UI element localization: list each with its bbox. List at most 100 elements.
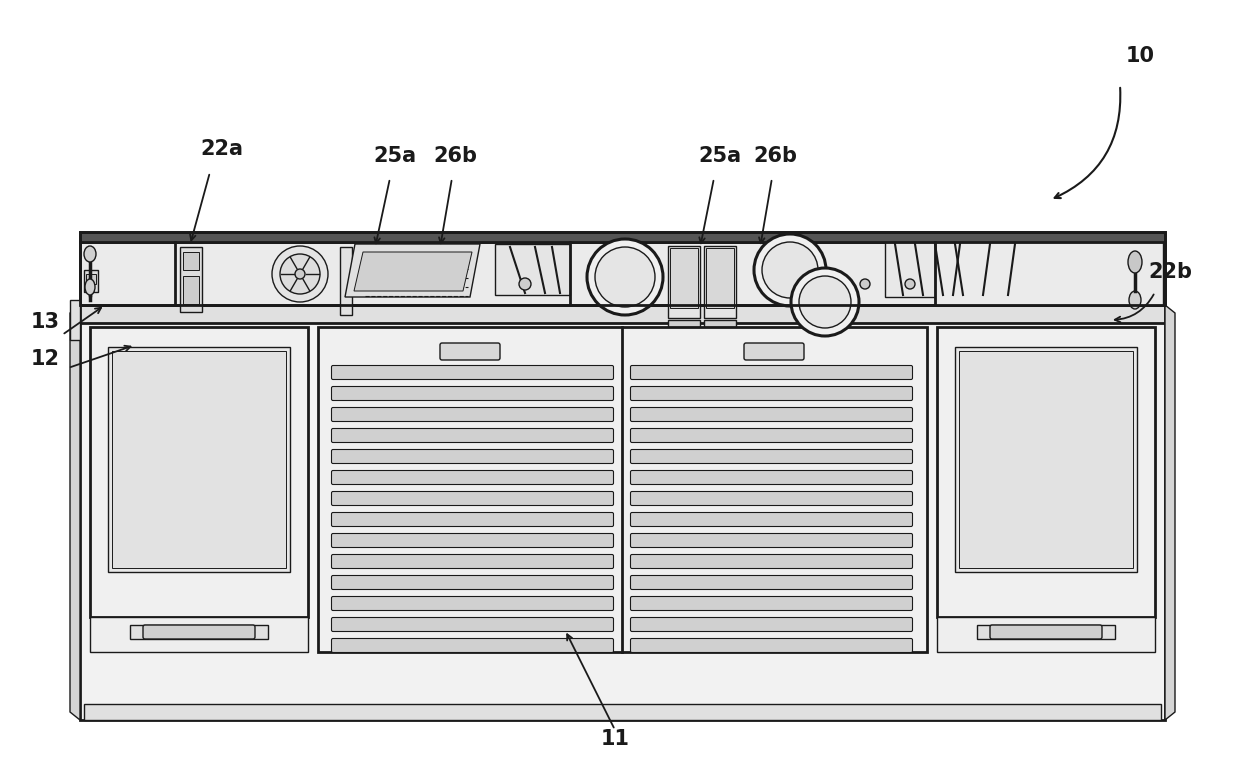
FancyBboxPatch shape xyxy=(630,512,913,526)
Text: 11: 11 xyxy=(600,729,630,749)
FancyBboxPatch shape xyxy=(331,449,614,463)
Bar xyxy=(184,276,198,304)
FancyBboxPatch shape xyxy=(331,428,614,442)
Bar xyxy=(86,274,95,284)
FancyBboxPatch shape xyxy=(331,512,614,526)
Bar xyxy=(84,270,98,292)
Bar xyxy=(955,347,1137,572)
Ellipse shape xyxy=(84,246,95,262)
Text: 25a: 25a xyxy=(373,146,417,166)
FancyBboxPatch shape xyxy=(630,555,913,569)
Bar xyxy=(184,252,198,270)
FancyBboxPatch shape xyxy=(630,470,913,484)
Bar xyxy=(653,339,668,347)
Text: 22a: 22a xyxy=(201,139,243,159)
Text: 25a: 25a xyxy=(698,146,742,166)
Text: 22b: 22b xyxy=(1148,262,1192,282)
Bar xyxy=(673,339,687,347)
FancyBboxPatch shape xyxy=(630,597,913,611)
Ellipse shape xyxy=(280,254,320,294)
Bar xyxy=(81,232,1166,305)
FancyBboxPatch shape xyxy=(630,387,913,400)
Bar xyxy=(706,248,734,308)
Ellipse shape xyxy=(763,242,818,298)
Bar xyxy=(959,351,1133,568)
Bar xyxy=(768,339,782,347)
Polygon shape xyxy=(1166,305,1176,720)
FancyBboxPatch shape xyxy=(630,407,913,421)
FancyBboxPatch shape xyxy=(630,576,913,590)
Bar xyxy=(704,320,737,332)
Bar xyxy=(668,320,701,332)
FancyBboxPatch shape xyxy=(630,618,913,632)
Ellipse shape xyxy=(861,279,870,289)
FancyBboxPatch shape xyxy=(630,491,913,505)
Ellipse shape xyxy=(1128,291,1141,309)
FancyBboxPatch shape xyxy=(331,470,614,484)
Ellipse shape xyxy=(272,246,329,302)
Ellipse shape xyxy=(520,278,531,290)
FancyBboxPatch shape xyxy=(331,407,614,421)
Bar xyxy=(937,617,1154,652)
Ellipse shape xyxy=(587,239,663,315)
Bar xyxy=(81,242,1166,305)
Bar xyxy=(81,305,1166,720)
Bar xyxy=(91,617,308,652)
Bar xyxy=(749,339,763,347)
FancyBboxPatch shape xyxy=(331,387,614,400)
Ellipse shape xyxy=(754,234,826,306)
Ellipse shape xyxy=(799,276,851,328)
Bar xyxy=(704,246,737,318)
Bar xyxy=(670,248,698,308)
Bar xyxy=(692,339,706,347)
Bar xyxy=(69,300,81,340)
Text: 26b: 26b xyxy=(753,146,797,166)
Ellipse shape xyxy=(86,279,95,295)
FancyBboxPatch shape xyxy=(331,555,614,569)
Text: 26b: 26b xyxy=(433,146,477,166)
Bar xyxy=(575,336,800,351)
FancyBboxPatch shape xyxy=(143,625,255,639)
Bar xyxy=(108,347,290,572)
FancyBboxPatch shape xyxy=(331,639,614,653)
Bar xyxy=(977,625,1115,639)
FancyBboxPatch shape xyxy=(331,366,614,380)
FancyBboxPatch shape xyxy=(331,618,614,632)
Ellipse shape xyxy=(1128,251,1142,273)
Polygon shape xyxy=(353,252,472,291)
FancyBboxPatch shape xyxy=(630,449,913,463)
FancyBboxPatch shape xyxy=(630,428,913,442)
Bar xyxy=(112,351,286,568)
Polygon shape xyxy=(345,244,480,297)
Bar xyxy=(317,327,928,652)
Ellipse shape xyxy=(595,247,655,307)
Bar xyxy=(635,339,649,347)
FancyBboxPatch shape xyxy=(744,343,804,360)
FancyBboxPatch shape xyxy=(331,576,614,590)
FancyBboxPatch shape xyxy=(630,366,913,380)
Bar xyxy=(616,339,630,347)
Bar xyxy=(81,305,1166,323)
FancyBboxPatch shape xyxy=(630,639,913,653)
Text: 13: 13 xyxy=(31,312,60,332)
Bar xyxy=(668,246,701,318)
Bar xyxy=(935,242,1163,305)
FancyBboxPatch shape xyxy=(331,597,614,611)
FancyBboxPatch shape xyxy=(331,491,614,505)
Bar xyxy=(81,232,1166,242)
Bar xyxy=(495,244,570,295)
Bar xyxy=(885,242,975,297)
Bar xyxy=(84,704,1161,720)
Text: 12: 12 xyxy=(31,349,60,369)
Bar xyxy=(578,339,591,347)
FancyBboxPatch shape xyxy=(440,343,500,360)
Bar xyxy=(130,625,268,639)
Bar xyxy=(180,247,202,312)
FancyBboxPatch shape xyxy=(990,625,1102,639)
Bar xyxy=(711,339,725,347)
Text: 10: 10 xyxy=(1126,46,1154,66)
Polygon shape xyxy=(69,305,81,720)
Bar xyxy=(730,339,744,347)
FancyBboxPatch shape xyxy=(630,534,913,548)
Bar xyxy=(596,339,611,347)
